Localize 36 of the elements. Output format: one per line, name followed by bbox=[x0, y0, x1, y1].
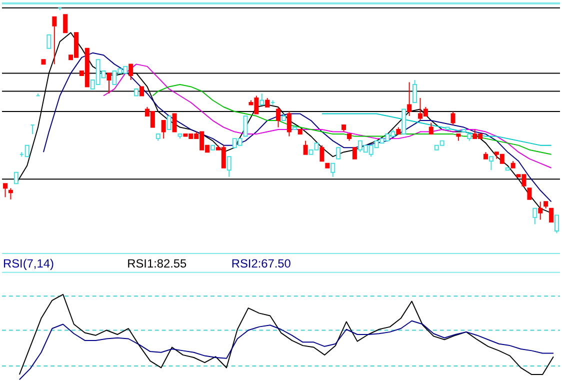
candlestick bbox=[140, 86, 144, 96]
candlestick bbox=[52, 16, 57, 65]
candlestick bbox=[172, 113, 177, 132]
candlestick bbox=[549, 208, 554, 222]
chart-title: RSI(7,14) bbox=[2, 256, 54, 270]
candlestick bbox=[226, 156, 232, 178]
candlestick bbox=[488, 156, 494, 171]
candlestick bbox=[286, 111, 292, 137]
candlestick bbox=[412, 79, 418, 103]
candlestick bbox=[352, 147, 357, 160]
candlestick bbox=[532, 208, 538, 225]
candlestick bbox=[106, 72, 112, 94]
candlestick bbox=[428, 122, 434, 135]
candlestick bbox=[450, 111, 456, 126]
candlestick bbox=[166, 116, 172, 130]
candlestick bbox=[407, 82, 412, 117]
candlestick bbox=[63, 14, 68, 34]
candlestick bbox=[554, 214, 559, 234]
candlestick bbox=[303, 140, 308, 155]
text: RSI2:67.50 bbox=[231, 256, 292, 270]
candlestick bbox=[260, 92, 264, 106]
candlestick bbox=[330, 162, 336, 178]
candlestick bbox=[8, 188, 13, 200]
candlestick bbox=[527, 188, 532, 200]
candlestick bbox=[3, 183, 8, 198]
text: RSI1:82.55 bbox=[127, 256, 188, 270]
candlestick bbox=[336, 147, 341, 160]
candlestick bbox=[46, 34, 52, 49]
candlestick bbox=[276, 106, 281, 128]
candlestick bbox=[265, 97, 270, 108]
candlestick bbox=[14, 172, 18, 184]
candlestick bbox=[243, 116, 248, 137]
candlestick bbox=[128, 64, 134, 80]
candlestick bbox=[161, 120, 166, 140]
candlestick bbox=[538, 201, 543, 220]
candlestick bbox=[320, 144, 324, 162]
